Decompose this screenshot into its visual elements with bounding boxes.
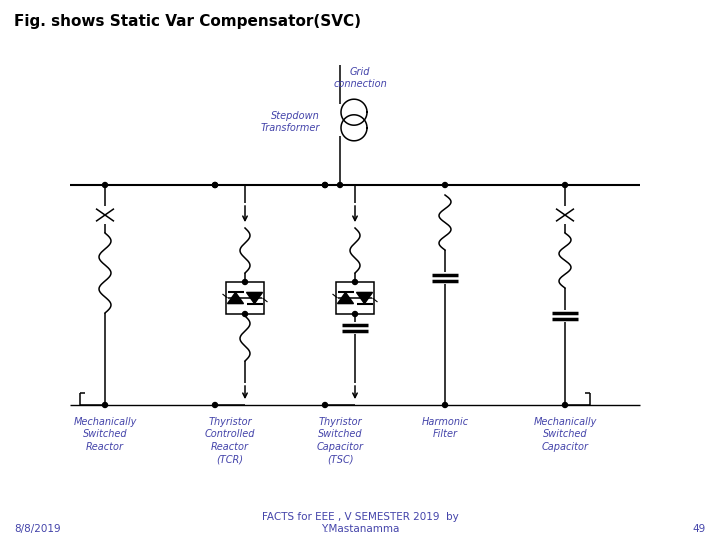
Text: FACTS for EEE , V SEMESTER 2019  by
Y.Mastanamma: FACTS for EEE , V SEMESTER 2019 by Y.Mas… (261, 512, 459, 534)
Text: 8/8/2019: 8/8/2019 (14, 524, 60, 534)
Circle shape (323, 183, 328, 187)
Text: Thyristor
Controlled
Reactor
(TCR): Thyristor Controlled Reactor (TCR) (204, 417, 256, 464)
Circle shape (338, 183, 343, 187)
Circle shape (212, 183, 217, 187)
Polygon shape (246, 292, 263, 303)
Circle shape (212, 183, 217, 187)
Text: Grid
connection: Grid connection (333, 67, 387, 89)
Polygon shape (338, 292, 354, 303)
Polygon shape (228, 292, 243, 303)
Polygon shape (356, 292, 372, 303)
Circle shape (102, 183, 107, 187)
Text: Harmonic
Filter: Harmonic Filter (421, 417, 469, 440)
Circle shape (562, 183, 567, 187)
Circle shape (323, 402, 328, 408)
Circle shape (443, 402, 448, 408)
Circle shape (102, 402, 107, 408)
Bar (226, 282, 264, 314)
Circle shape (212, 402, 217, 408)
Circle shape (353, 312, 358, 316)
Circle shape (353, 280, 358, 285)
Bar (336, 282, 374, 314)
Text: Thyristor
Switched
Capacitor
(TSC): Thyristor Switched Capacitor (TSC) (317, 417, 364, 464)
Circle shape (562, 402, 567, 408)
Circle shape (243, 280, 248, 285)
Circle shape (323, 183, 328, 187)
Text: Mechanically
Switched
Capacitor: Mechanically Switched Capacitor (534, 417, 597, 452)
Circle shape (243, 312, 248, 316)
Text: Mechanically
Switched
Reactor: Mechanically Switched Reactor (73, 417, 137, 452)
Circle shape (443, 183, 448, 187)
Text: 49: 49 (693, 524, 706, 534)
Text: Stepdown
Transformer: Stepdown Transformer (261, 111, 320, 133)
Text: Fig. shows Static Var Compensator(SVC): Fig. shows Static Var Compensator(SVC) (14, 14, 361, 29)
